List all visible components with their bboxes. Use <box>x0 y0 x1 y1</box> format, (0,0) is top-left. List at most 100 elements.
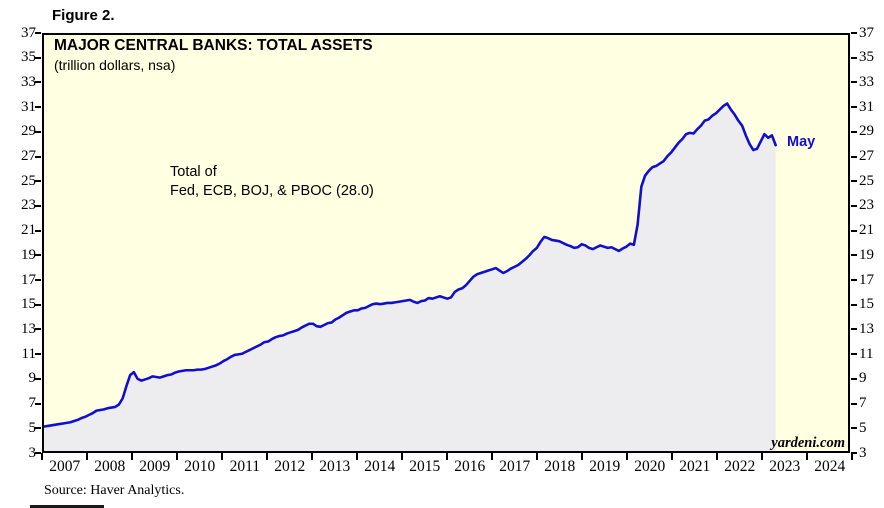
y-tick-label-left: 17 <box>21 271 36 288</box>
y-tick-label-left: 35 <box>21 49 36 66</box>
y-tick-label-left: 13 <box>21 320 36 337</box>
y-tick-right <box>851 303 857 306</box>
y-tick-label-left: 37 <box>21 24 36 41</box>
y-tick-label-right: 21 <box>859 222 874 239</box>
area-under-line <box>44 103 776 451</box>
y-tick-label-left: 33 <box>21 73 36 90</box>
y-tick-right <box>851 427 857 430</box>
x-tick <box>491 453 494 460</box>
y-tick-left <box>35 254 41 257</box>
x-tick <box>626 453 629 460</box>
yardeni-watermark: yardeni.com <box>771 435 845 451</box>
y-tick-label-right: 37 <box>859 24 874 41</box>
y-tick-right <box>851 32 857 34</box>
y-tick-label-left: 31 <box>21 98 36 115</box>
y-tick-right <box>851 204 857 207</box>
chart-title: MAJOR CENTRAL BANKS: TOTAL ASSETS <box>54 37 373 54</box>
x-tick <box>41 453 44 460</box>
partial-bottom-bar <box>30 505 104 508</box>
y-tick-left <box>35 402 41 405</box>
x-tick <box>221 453 224 460</box>
y-tick-left <box>35 377 41 380</box>
y-tick-label-right: 29 <box>859 123 874 140</box>
y-tick-left <box>35 229 41 232</box>
y-tick-right <box>851 353 857 356</box>
y-tick-label-right: 9 <box>859 370 867 387</box>
x-tick <box>86 453 89 460</box>
figure-label: Figure 2. <box>52 7 115 24</box>
y-tick-label-left: 5 <box>28 419 37 436</box>
y-tick-right <box>851 56 857 59</box>
x-tick-label: 2022 <box>724 458 756 475</box>
y-tick-label-left: 19 <box>21 246 36 263</box>
y-tick-right <box>851 328 857 331</box>
y-tick-label-left: 27 <box>21 148 36 165</box>
x-tick-label: 2011 <box>229 458 261 475</box>
y-tick-label-left: 21 <box>21 222 36 239</box>
x-tick-label: 2017 <box>499 458 531 475</box>
y-tick-label-right: 23 <box>859 197 874 214</box>
y-tick-label-left: 25 <box>21 172 36 189</box>
y-tick-right <box>851 452 857 454</box>
y-tick-label-right: 15 <box>859 296 874 313</box>
x-tick-label: 2013 <box>319 458 351 475</box>
y-tick-right <box>851 106 857 109</box>
y-tick-label-right: 27 <box>859 148 874 165</box>
x-tick-label: 2008 <box>94 458 126 475</box>
y-tick-left <box>35 279 41 282</box>
y-tick-left <box>35 180 41 183</box>
y-tick-label-right: 5 <box>859 419 867 436</box>
x-tick-label: 2010 <box>184 458 216 475</box>
annotation-line1: Total of <box>170 164 217 180</box>
y-tick-right <box>851 402 857 405</box>
y-tick-label-right: 7 <box>859 395 867 412</box>
y-tick-left <box>35 56 41 59</box>
y-tick-right <box>851 180 857 183</box>
x-tick <box>806 453 809 460</box>
x-tick-label: 2020 <box>634 458 666 475</box>
y-tick-left <box>35 328 41 331</box>
x-tick <box>266 453 269 460</box>
y-tick-right <box>851 254 857 257</box>
y-tick-right <box>851 155 857 158</box>
chart-subtitle: (trillion dollars, nsa) <box>54 57 176 73</box>
x-tick-label: 2019 <box>589 458 621 475</box>
y-tick-label-left: 23 <box>21 197 36 214</box>
y-tick-left <box>35 204 41 207</box>
series-annotation: Total of Fed, ECB, BOJ, & PBOC (28.0) <box>170 163 374 201</box>
y-tick-left <box>35 130 41 133</box>
x-tick-label: 2021 <box>679 458 711 475</box>
x-tick <box>671 453 674 460</box>
y-tick-label-right: 11 <box>859 345 874 362</box>
y-tick-right <box>851 229 857 232</box>
x-tick-label: 2012 <box>274 458 306 475</box>
y-tick-label-left: 9 <box>28 370 37 387</box>
plot-area <box>42 33 850 453</box>
y-tick-left <box>35 106 41 109</box>
y-tick-label-right: 33 <box>859 73 874 90</box>
total-assets-line <box>44 102 777 428</box>
y-tick-label-right: 35 <box>859 49 874 66</box>
source-note: Source: Haver Analytics. <box>44 483 185 498</box>
y-tick-label-right: 19 <box>859 246 874 263</box>
x-tick <box>176 453 179 460</box>
x-tick <box>851 453 854 460</box>
y-tick-label-left: 29 <box>21 123 36 140</box>
x-tick <box>311 453 314 460</box>
x-tick <box>581 453 584 460</box>
y-tick-label-right: 31 <box>859 98 874 115</box>
y-tick-label-right: 25 <box>859 172 874 189</box>
x-tick <box>131 453 134 460</box>
x-tick-label: 2015 <box>409 458 441 475</box>
annotation-line2: Fed, ECB, BOJ, & PBOC (28.0) <box>170 183 374 199</box>
y-tick-left <box>35 303 41 306</box>
y-tick-label-left: 7 <box>28 395 37 412</box>
y-tick-left <box>35 427 41 430</box>
x-tick-label: 2016 <box>454 458 486 475</box>
x-tick-label: 2018 <box>544 458 576 475</box>
x-tick <box>401 453 404 460</box>
x-tick <box>761 453 764 460</box>
x-tick <box>446 453 449 460</box>
x-tick <box>356 453 359 460</box>
